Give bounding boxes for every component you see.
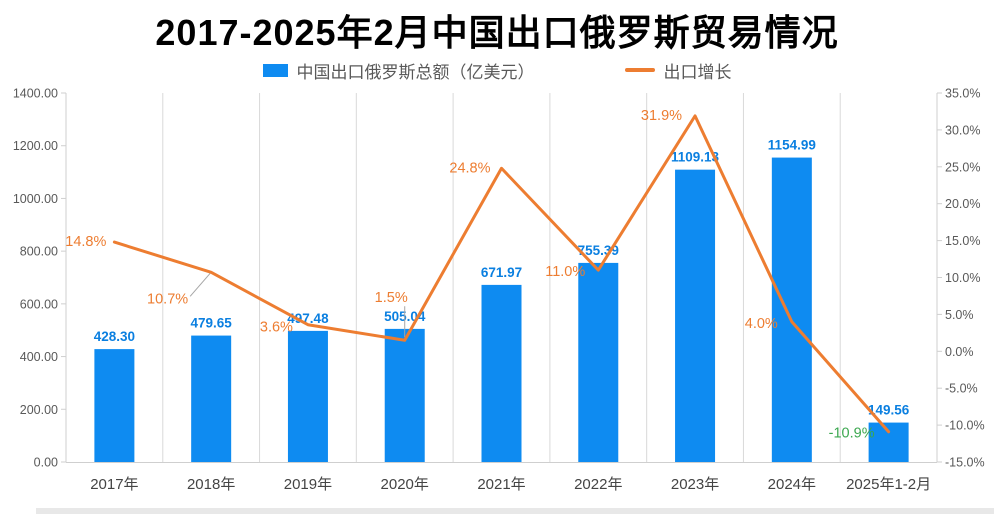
legend-item-line: 出口增长 [624, 58, 732, 83]
left-axis-tick-label: 600.00 [20, 297, 58, 311]
bar-value-label: 1109.13 [671, 150, 720, 165]
x-axis-label: 2022年 [574, 476, 622, 493]
x-axis-label: 2024年 [768, 476, 816, 493]
line-point-label: 24.8% [449, 160, 490, 176]
line-series-label: 出口增长 [663, 62, 732, 82]
right-axis-tick-label: 5.0% [945, 308, 974, 322]
line-series-swatch [624, 68, 655, 72]
growth-line [112, 114, 891, 434]
bar-value-label: 497.48 [287, 311, 329, 326]
bar-value-label: 428.30 [94, 329, 135, 344]
bar-value-label: 479.65 [191, 316, 233, 331]
right-axis-tick-label: 0.0% [945, 345, 974, 359]
bar [191, 335, 232, 462]
x-axis-label: 2020年 [381, 476, 429, 493]
right-axis-tick-label: 35.0% [945, 87, 980, 101]
bar [868, 422, 909, 462]
left-axis-tick-label: 800.00 [20, 245, 58, 259]
left-axis-tick-label: 1200.00 [13, 139, 58, 153]
right-axis-tick-label: -15.0% [945, 456, 985, 470]
bar [578, 262, 619, 462]
bar [675, 169, 716, 462]
right-axis-tick-label: 25.0% [945, 160, 980, 174]
legend-item-bars: 中国出口俄罗斯总额（亿美元） [262, 58, 535, 83]
right-axis-tick-label: 20.0% [945, 197, 980, 211]
x-axis-label: 2023年 [671, 476, 719, 493]
bar [94, 349, 135, 462]
line-point-label: 14.8% [65, 234, 106, 250]
label-leader-line [189, 273, 211, 297]
line-point-label: 4.0% [745, 316, 778, 332]
bottom-edge-strip [36, 508, 994, 514]
right-axis-tick-label: 15.0% [945, 234, 980, 248]
bar [771, 157, 812, 462]
left-axis-tick-label: 200.00 [20, 403, 58, 417]
right-axis-tick-label: 10.0% [945, 271, 980, 285]
right-axis-tick-label: -5.0% [945, 382, 978, 396]
right-axis-tick-label: 30.0% [945, 123, 980, 137]
bar-series-swatch [262, 63, 288, 77]
bar-series-label: 中国出口俄罗斯总额（亿美元） [296, 62, 535, 82]
x-axis-label: 2025年1-2月 [846, 476, 931, 493]
line-point-label: 31.9% [641, 108, 682, 124]
line-point-label: 1.5% [375, 290, 408, 306]
bar [384, 328, 425, 462]
x-axis-label: 2017年 [90, 476, 138, 493]
x-axis-label: 2021年 [477, 476, 525, 493]
bar [287, 330, 328, 462]
bar-value-label: 149.56 [868, 403, 910, 418]
bar-value-label: 671.97 [481, 265, 522, 280]
x-axis-label: 2019年 [284, 476, 332, 493]
line-point-label: 10.7% [147, 291, 188, 307]
bar [481, 284, 522, 462]
line-point-label: 3.6% [260, 320, 293, 336]
chart-title: 2017-2025年2月中国出口俄罗斯贸易情况 [155, 12, 839, 53]
x-axis-label: 2018年 [187, 476, 235, 493]
left-axis-tick-label: 1400.00 [13, 87, 58, 101]
left-axis-tick-label: 400.00 [20, 350, 58, 364]
line-point-label: -10.9% [829, 426, 875, 442]
left-axis-tick-label: 0.00 [34, 456, 58, 470]
left-axis-tick-label: 1000.00 [13, 192, 58, 206]
legend: 中国出口俄罗斯总额（亿美元） 出口增长 [0, 58, 994, 82]
bar-value-label: 1154.99 [768, 138, 816, 153]
line-point-label: 11.0% [545, 264, 585, 280]
right-axis-tick-label: -10.0% [945, 419, 985, 433]
